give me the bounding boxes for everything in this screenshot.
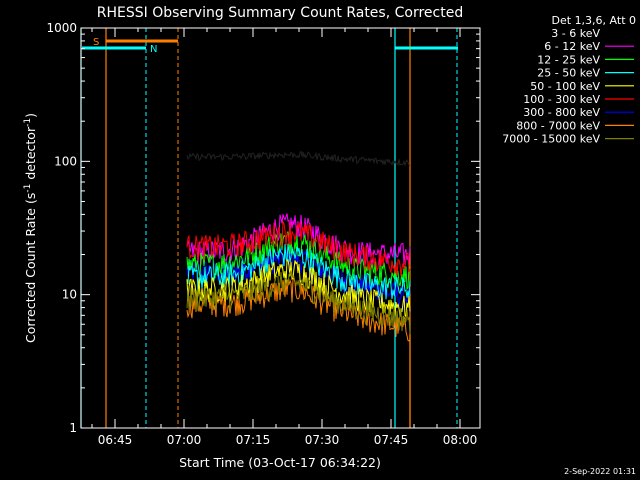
legend-entry-label: 6 - 12 keV — [544, 40, 600, 53]
night-label: N — [150, 44, 157, 55]
y-tick-label: 100 — [54, 154, 77, 168]
legend-entry-label: 25 - 50 keV — [537, 67, 600, 80]
legend-entry-label: 12 - 25 keV — [537, 53, 600, 66]
plot-frame — [80, 27, 481, 429]
series-line-8 — [186, 269, 411, 334]
series-line-3 — [186, 243, 411, 300]
y-axis-label-sup2: -1 — [23, 118, 33, 127]
series-line-2 — [186, 231, 411, 290]
legend-entry-label: 7000 - 15000 keV — [502, 133, 600, 146]
x-tick-label: 08:00 — [443, 433, 478, 447]
x-tick-label: 07:15 — [236, 433, 271, 447]
series-line-5 — [186, 220, 411, 277]
series-line-0 — [186, 150, 410, 167]
legend-entry-label: 3 - 6 keV — [551, 27, 600, 40]
y-axis-label-part1: Corrected Count Rate (s — [23, 193, 38, 343]
y-tick-label: 10 — [62, 288, 77, 302]
chart-title: RHESSI Observing Summary Count Rates, Co… — [97, 5, 463, 21]
y-tick-label: 1 — [69, 421, 77, 435]
legend-entry-label: 300 - 800 keV — [523, 106, 600, 119]
legend-entry-label: 800 - 7000 keV — [516, 119, 600, 132]
x-axis-label: Start Time (03-Oct-17 06:34:22) — [179, 455, 381, 470]
y-tick-label: 1000 — [46, 21, 77, 35]
y-axis-label-part3: ) — [23, 113, 38, 118]
legend-title: Det 1,3,6, Att 0 — [552, 14, 636, 27]
x-tick-label: 07:30 — [305, 433, 340, 447]
y-axis-label-part2: detector — [23, 126, 38, 184]
legend-entry-label: 100 - 300 keV — [523, 93, 600, 106]
y-axis-label: Corrected Count Rate (s-1 detector-1) — [23, 113, 38, 343]
y-axis-label-sup1: -1 — [23, 184, 33, 193]
x-tick-label: 07:00 — [167, 433, 202, 447]
footer-date: 2-Sep-2022 01:31 — [564, 467, 636, 476]
legend-entry-label: 50 - 100 keV — [530, 80, 600, 93]
x-tick-label: 07:45 — [374, 433, 409, 447]
saa-label: S — [93, 37, 99, 48]
x-tick-label: 06:45 — [98, 433, 133, 447]
